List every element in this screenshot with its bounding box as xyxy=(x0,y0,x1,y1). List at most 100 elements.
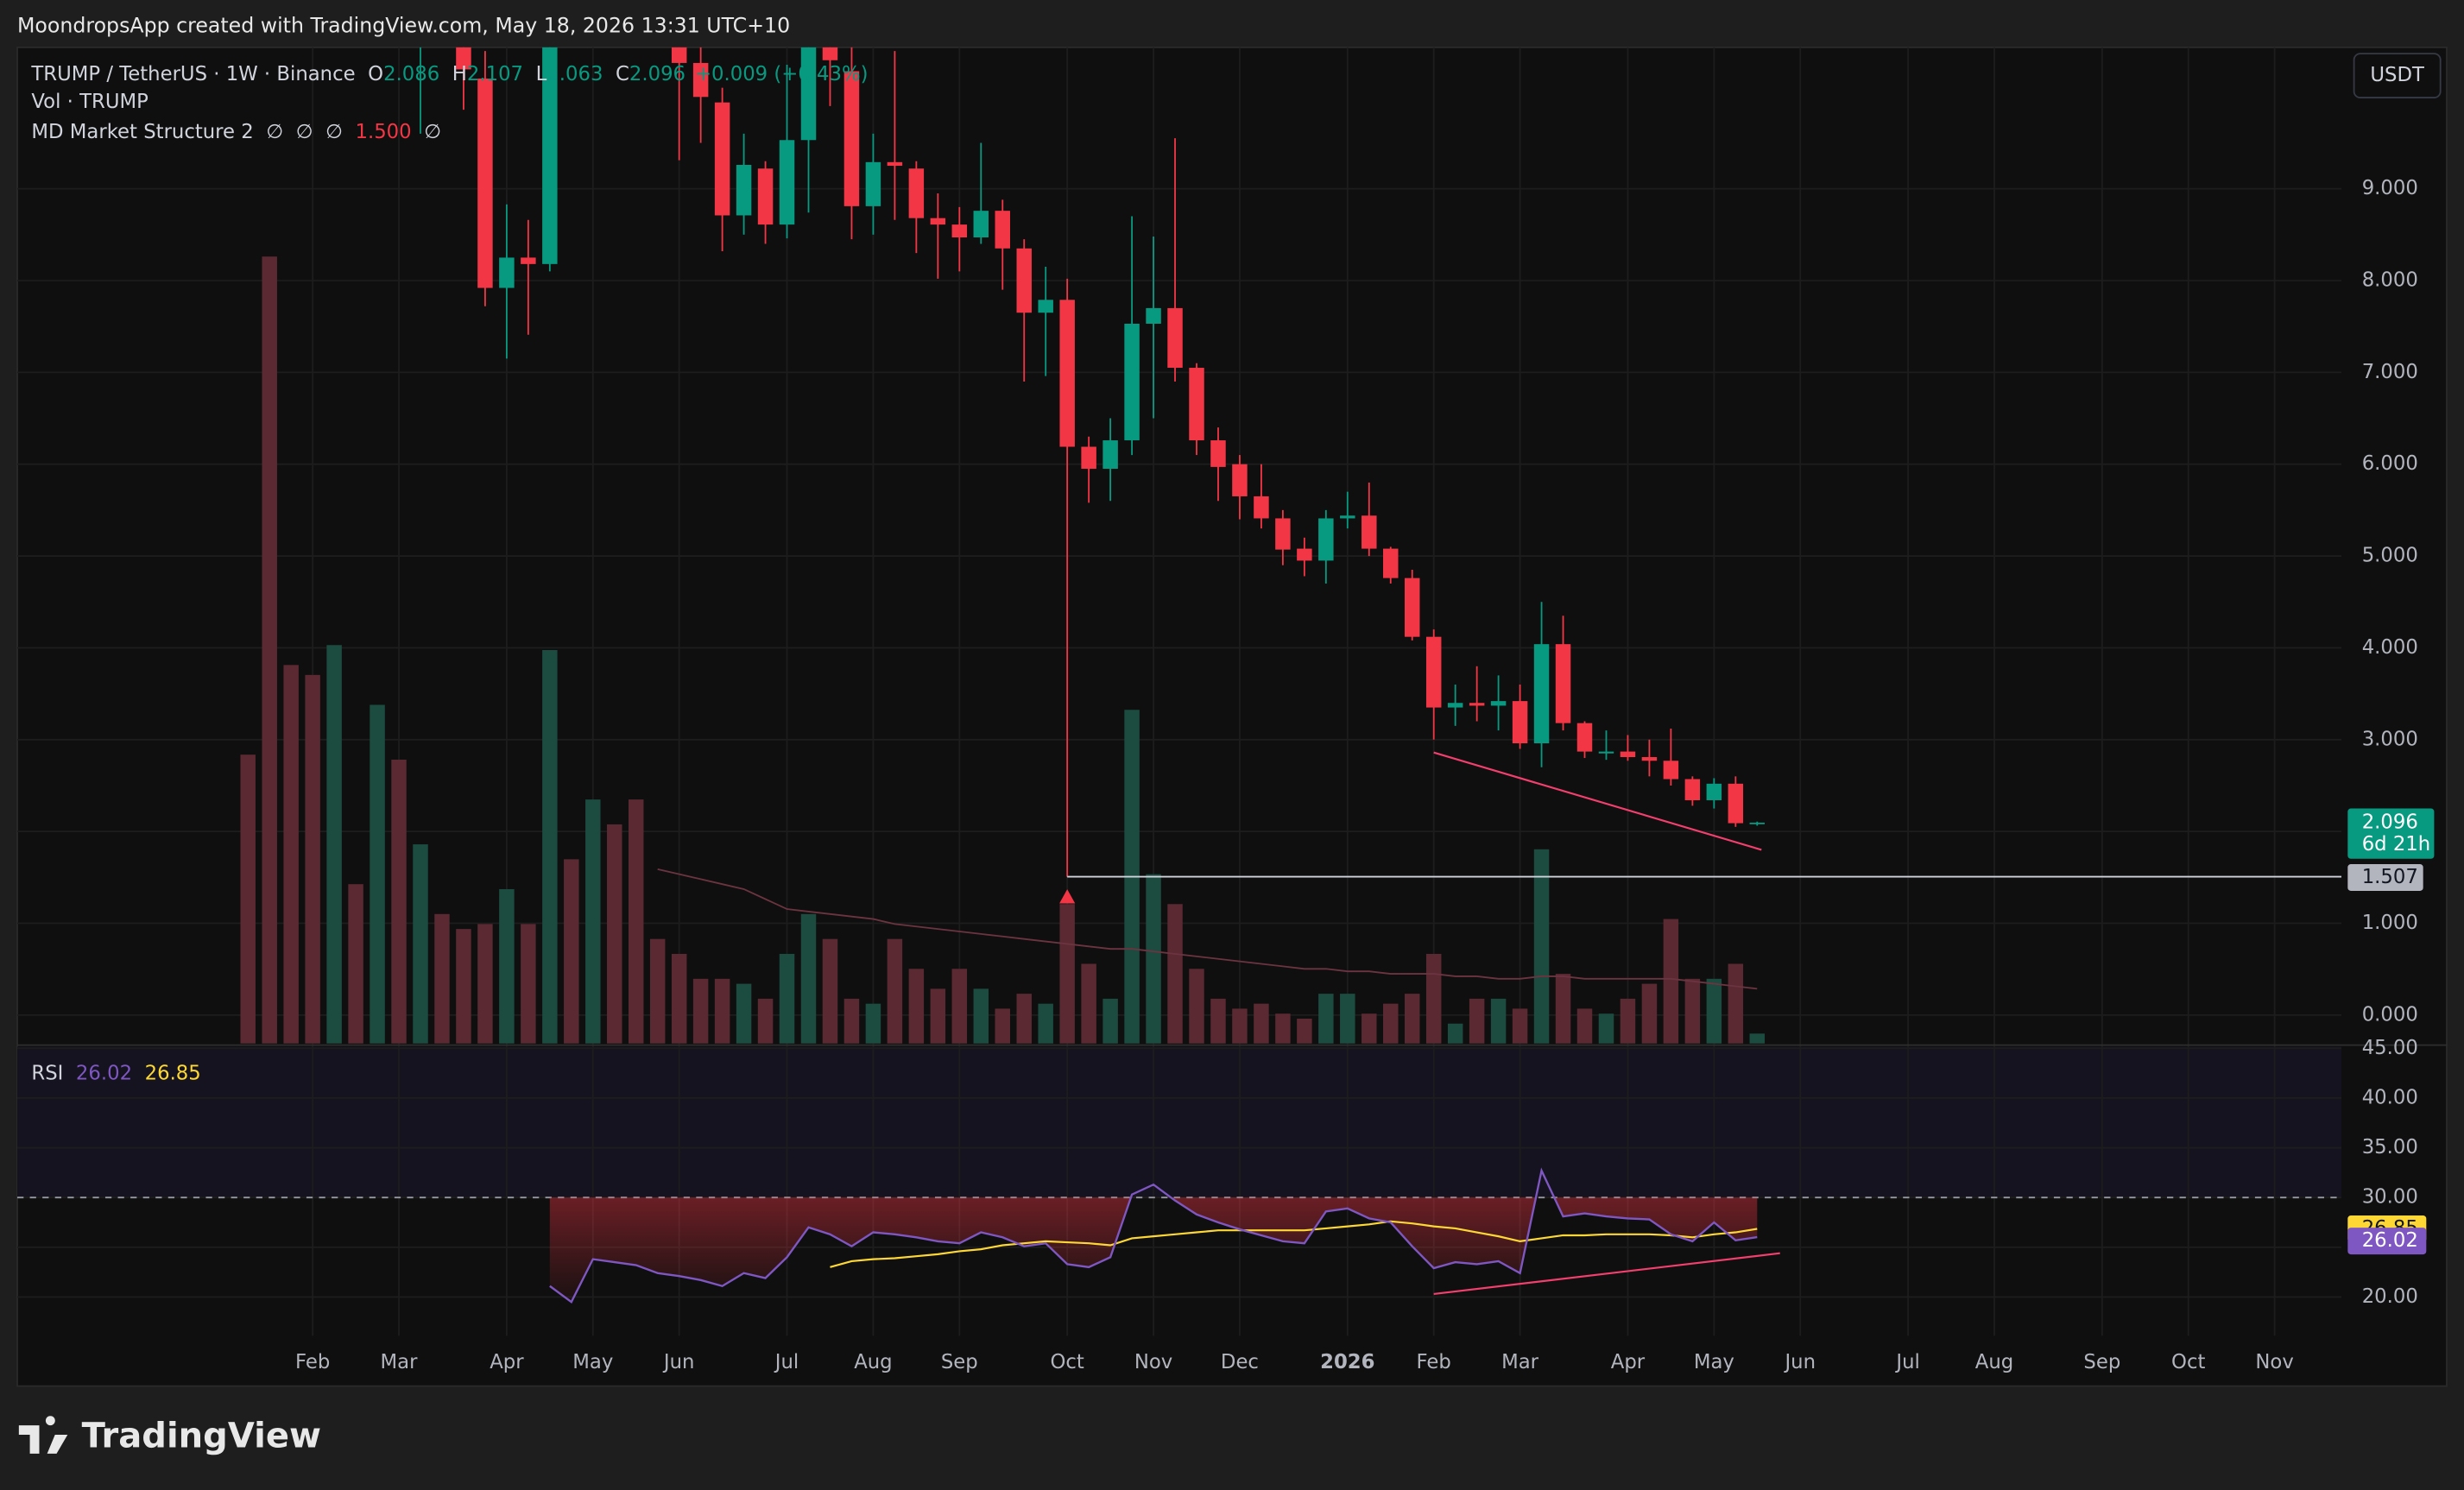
volume-bar xyxy=(1254,1003,1269,1044)
indicator-param: 1.500 xyxy=(355,121,411,143)
rsi-tick-label: 45.00 xyxy=(2362,1037,2418,1059)
volume-bar xyxy=(1081,963,1096,1044)
candle-body xyxy=(887,161,903,167)
logo-text[interactable]: TradingView xyxy=(82,1417,321,1456)
ohlc-value: 2.063 xyxy=(547,62,603,85)
candle-body xyxy=(1124,323,1140,441)
volume-bar xyxy=(1706,978,1722,1044)
x-tick-label: Jul xyxy=(1894,1351,1919,1373)
volume-bar xyxy=(822,938,838,1044)
volume-bar xyxy=(262,256,277,1044)
y-tick-label: 3.000 xyxy=(2362,728,2418,750)
candle-body xyxy=(1167,307,1183,369)
logo-icon[interactable] xyxy=(18,1416,68,1454)
rsi-value: 26.02 xyxy=(76,1062,132,1084)
y-tick-label: 6.000 xyxy=(2362,452,2418,475)
candle-body xyxy=(1706,783,1722,800)
candle-body xyxy=(1598,751,1614,754)
currency-label[interactable]: USDT xyxy=(2370,64,2424,86)
ohlc-value: 2.096 xyxy=(629,62,685,85)
volume-bar xyxy=(477,924,493,1044)
candle-body xyxy=(973,211,989,238)
volume-bar xyxy=(326,645,342,1044)
candle-body xyxy=(822,47,838,60)
candle-body xyxy=(1576,723,1593,752)
indicator-param: ∅ xyxy=(296,121,313,143)
rsi-ma-value: 26.85 xyxy=(145,1062,201,1084)
x-tick-label: Apr xyxy=(490,1351,524,1373)
volume-bar xyxy=(908,969,925,1044)
change: +0.009 (+0.43%) xyxy=(695,62,869,85)
candle-body xyxy=(1254,496,1269,519)
low-price-box xyxy=(2347,864,2423,891)
volume-bar xyxy=(542,650,558,1044)
x-tick-label: Oct xyxy=(1050,1351,1084,1373)
indicator-param: ∅ xyxy=(424,121,441,143)
volume-bar xyxy=(1576,1008,1593,1044)
low-price-label: 1.507 xyxy=(2362,866,2418,888)
volume-bar xyxy=(1620,998,1636,1044)
candle-body xyxy=(1728,783,1744,824)
ohlc-label: H xyxy=(452,62,467,85)
candle-body xyxy=(1362,515,1377,549)
currency-button[interactable]: USDT xyxy=(2353,53,2442,99)
candle-body xyxy=(1490,701,1507,706)
volume-bar xyxy=(1232,1008,1248,1044)
candle-body xyxy=(1684,779,1701,800)
volume-bar xyxy=(305,674,320,1044)
volume-bar xyxy=(1362,1013,1377,1044)
currency-button-frame[interactable] xyxy=(2353,53,2442,99)
ohlc-value: 2.086 xyxy=(383,62,439,85)
volume-bar xyxy=(1210,998,1226,1044)
ohlc-value: 2.107 xyxy=(467,62,523,85)
volume-bar xyxy=(736,983,752,1044)
x-tick-label: May xyxy=(1694,1351,1734,1373)
candle-body xyxy=(521,257,536,264)
candle-body xyxy=(1297,548,1312,561)
y-tick-label: 8.000 xyxy=(2362,268,2418,291)
candle-body xyxy=(477,79,493,288)
volume-bar xyxy=(1102,998,1118,1044)
x-tick-label: Sep xyxy=(941,1351,978,1373)
candle-body xyxy=(1383,548,1399,578)
candle-body xyxy=(1663,761,1679,780)
volume-bar xyxy=(930,988,946,1044)
indicator-line: MD Market Structure 2 ∅ ∅ ∅ 1.500 ∅ xyxy=(31,121,441,143)
volume-bar xyxy=(607,824,622,1044)
volume-bar xyxy=(499,888,515,1044)
x-tick-label: Nov xyxy=(1134,1351,1172,1373)
volume-bar xyxy=(1016,994,1032,1044)
footer-logo[interactable]: TradingView xyxy=(18,1416,321,1456)
candle-body xyxy=(1016,248,1032,313)
volume-bar xyxy=(714,978,730,1044)
volume-bar xyxy=(1684,978,1701,1044)
volume-bar xyxy=(1641,983,1658,1044)
volume-bar xyxy=(1598,1013,1614,1044)
volume-bar xyxy=(1189,969,1204,1044)
x-tick-label: Dec xyxy=(1221,1351,1259,1373)
countdown: 6d 21h xyxy=(2362,833,2431,855)
candle-body xyxy=(1210,440,1226,467)
candle-body xyxy=(1749,822,1766,824)
volume-bar xyxy=(521,924,536,1044)
legend-line: TRUMP / TetherUS · 1W · Binance O2.086 H2.… xyxy=(30,62,868,85)
volume-ma xyxy=(657,868,1758,990)
candle-body xyxy=(1620,751,1636,757)
volume-bar xyxy=(1512,1008,1528,1044)
candle-body xyxy=(1059,300,1075,447)
x-tick-label: Aug xyxy=(1975,1351,2013,1373)
volume-bar xyxy=(1404,994,1420,1044)
candle-body xyxy=(542,47,558,264)
volume-bar xyxy=(865,1003,881,1044)
rsi-title: RSI xyxy=(31,1062,63,1084)
volume-bar xyxy=(391,759,407,1044)
volume-bar xyxy=(973,988,989,1044)
rsi-value-label: 26.02 xyxy=(2362,1229,2418,1252)
volume-bar xyxy=(1340,994,1355,1044)
candle-body xyxy=(757,168,774,225)
rsi-line xyxy=(549,1167,1758,1304)
ohlc-label: L xyxy=(536,62,547,85)
